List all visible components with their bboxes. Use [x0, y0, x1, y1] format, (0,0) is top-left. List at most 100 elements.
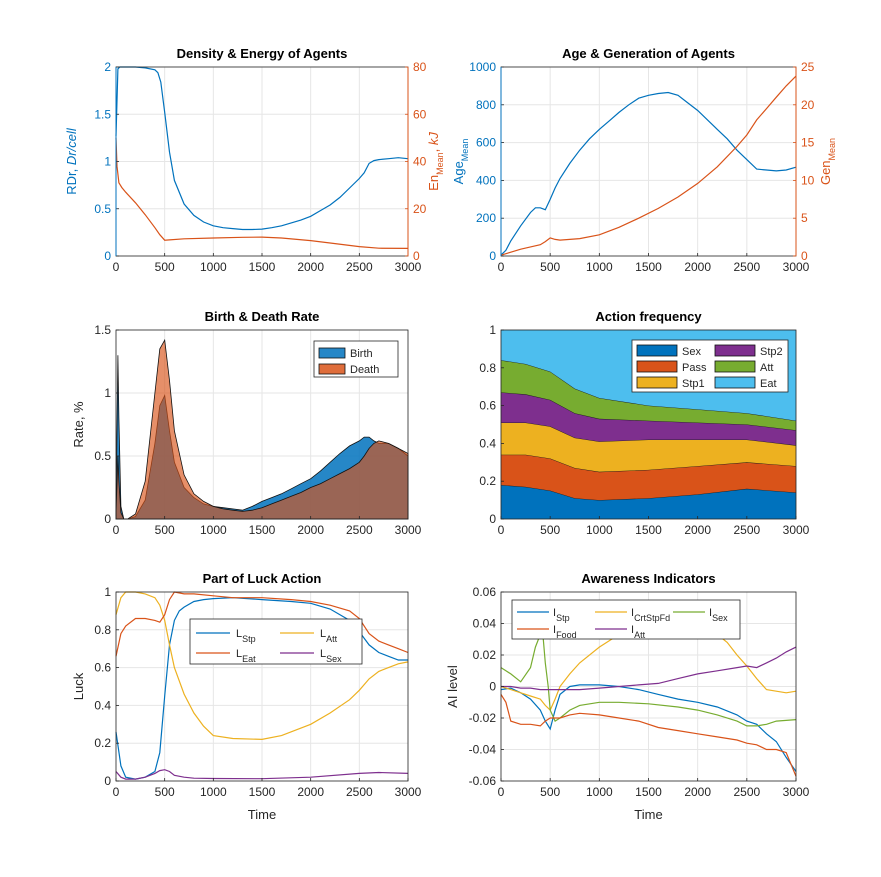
- y-tick-label: 0.06: [473, 585, 497, 599]
- area-band-Stp2: [501, 392, 796, 446]
- chart-title: Density & Energy of Agents: [177, 46, 348, 61]
- x-tick-label: 1500: [249, 260, 276, 274]
- y-axis-label: AgeMean: [451, 139, 470, 185]
- x-tick-label: 500: [155, 523, 175, 537]
- y2-axis-label: GenMean: [818, 138, 837, 185]
- y-tick-label: 0: [104, 512, 111, 526]
- legend-swatch: [636, 360, 678, 373]
- x-tick-label: 0: [113, 785, 120, 799]
- x-tick-label: 1000: [200, 785, 227, 799]
- y-tick-label: -0.06: [469, 774, 497, 788]
- legend-entry: Death: [350, 364, 379, 376]
- legend-entry: ISex: [709, 607, 728, 623]
- y-tick-label: 0.02: [473, 648, 497, 662]
- y-tick-label: 0.5: [94, 202, 111, 216]
- series-line-3: [500, 694, 797, 777]
- x-tick-label: 2000: [684, 260, 711, 274]
- y-tick-label: 0.8: [94, 623, 111, 637]
- y2-tick-label: 60: [413, 107, 427, 121]
- legend-swatch: [636, 376, 678, 389]
- x-tick-label: 2500: [733, 260, 760, 274]
- chart-panel-0: 0 500 1000 1500 2000 2500 300000.511.520204060…: [64, 46, 445, 274]
- y2-tick-label: 40: [413, 155, 427, 169]
- series-line-3: [115, 769, 409, 780]
- x-tick-label: 2000: [297, 260, 324, 274]
- y-tick-label: 400: [476, 173, 496, 187]
- x-tick-label: 500: [540, 785, 560, 799]
- legend-box: [511, 599, 741, 640]
- legend-box: [313, 340, 399, 378]
- legend-entry: LStp: [236, 628, 256, 644]
- legend-entry: IAtt: [631, 624, 646, 640]
- y-tick-label: 1: [489, 323, 496, 337]
- series-line-1: [115, 137, 409, 249]
- y-tick-label: 200: [476, 211, 496, 225]
- legend-entry: Pass: [682, 362, 707, 374]
- x-tick-label: 0: [498, 260, 505, 274]
- chart-title: Birth & Death Rate: [205, 309, 320, 324]
- x-tick-label: 500: [155, 260, 175, 274]
- y-tick-label: 2: [104, 60, 111, 74]
- x-tick-label: 0: [498, 523, 505, 537]
- legend-entry: ICrtStpFd: [631, 607, 670, 623]
- legend-entry: LEat: [236, 648, 256, 664]
- x-tick-label: 1000: [200, 260, 227, 274]
- chart-panel-2: 0 500 1000 1500 2000 2500 3000 0 0.5 1 1.5 Birth & …: [71, 309, 422, 537]
- x-tick-label: 3000: [783, 260, 810, 274]
- x-tick-label: 1500: [635, 785, 662, 799]
- x-tick-label: 2500: [346, 523, 373, 537]
- legend-entry: Eat: [760, 378, 777, 390]
- x-tick-label: 2500: [346, 260, 373, 274]
- y-tick-label: 1: [104, 155, 111, 169]
- x-tick-label: 2000: [684, 785, 711, 799]
- y-tick-label: 800: [476, 98, 496, 112]
- legend-swatch: [318, 363, 346, 375]
- x-tick-label: 1000: [586, 785, 613, 799]
- x-tick-label: 3000: [783, 785, 810, 799]
- series-line-1: [115, 591, 409, 741]
- legend-entry: Sex: [682, 346, 701, 358]
- legend-swatch: [714, 376, 756, 389]
- x-tick-label: 3000: [395, 523, 422, 537]
- y2-tick-label: 15: [801, 136, 815, 150]
- y-tick-label: 0: [489, 512, 496, 526]
- y-tick-label: 0.2: [479, 474, 496, 488]
- x-tick-label: 1000: [200, 523, 227, 537]
- x-axis-label: Time: [634, 807, 662, 822]
- x-tick-label: 1500: [249, 785, 276, 799]
- chart-title: Age & Generation of Agents: [562, 46, 735, 61]
- x-tick-label: 500: [540, 523, 560, 537]
- legend-box: [189, 618, 363, 665]
- legend-entry: Stp1: [682, 378, 705, 390]
- x-tick-label: 2000: [297, 785, 324, 799]
- y-tick-label: 0.2: [94, 736, 111, 750]
- y2-axis-label: EnMean, kJ: [426, 132, 445, 191]
- y-tick-label: 1.5: [94, 107, 111, 121]
- chart-panel-4: 0 500 1000 1500 2000 2500 3000 0 0.2 0.4 0.6 0.8 1 Pa…: [71, 571, 422, 822]
- y-axis-label: Luck: [71, 672, 86, 700]
- y2-tick-label: 80: [413, 60, 427, 74]
- y2-tick-label: 25: [801, 60, 815, 74]
- y-tick-label: 0.4: [479, 436, 496, 450]
- x-tick-label: 0: [113, 260, 120, 274]
- y-axis-label: AI level: [445, 665, 460, 708]
- y2-tick-label: 20: [801, 98, 815, 112]
- y-tick-label: 1: [104, 386, 111, 400]
- legend-entry: LSex: [320, 648, 342, 664]
- chart-title: Awareness Indicators: [581, 571, 715, 586]
- y-tick-label: 1.5: [94, 323, 111, 337]
- area-band-Pass: [501, 454, 796, 501]
- chart-panel-5: 0 500 1000 1500 2000 2500 3000 -0.06 -0.04 -0.02 0…: [445, 571, 810, 822]
- area-band-Att: [501, 360, 796, 431]
- chart-panel-3: 0 500 1000 1500 2000 2500 3000 0 0.2 0.4 0.6 0.8 1 Ac…: [479, 309, 809, 537]
- legend-entry: IStp: [553, 607, 570, 623]
- x-tick-label: 500: [155, 785, 175, 799]
- chart-panel-1: 0 500 1000 1500 2000 2500 30000200400600800100…: [451, 46, 837, 274]
- series-line-0: [500, 91, 797, 256]
- x-tick-label: 3000: [395, 260, 422, 274]
- x-tick-label: 0: [498, 785, 505, 799]
- series-line-1: [500, 75, 797, 256]
- x-tick-label: 2000: [684, 523, 711, 537]
- legend-entry: Att: [760, 362, 773, 374]
- y-tick-label: -0.04: [469, 743, 497, 757]
